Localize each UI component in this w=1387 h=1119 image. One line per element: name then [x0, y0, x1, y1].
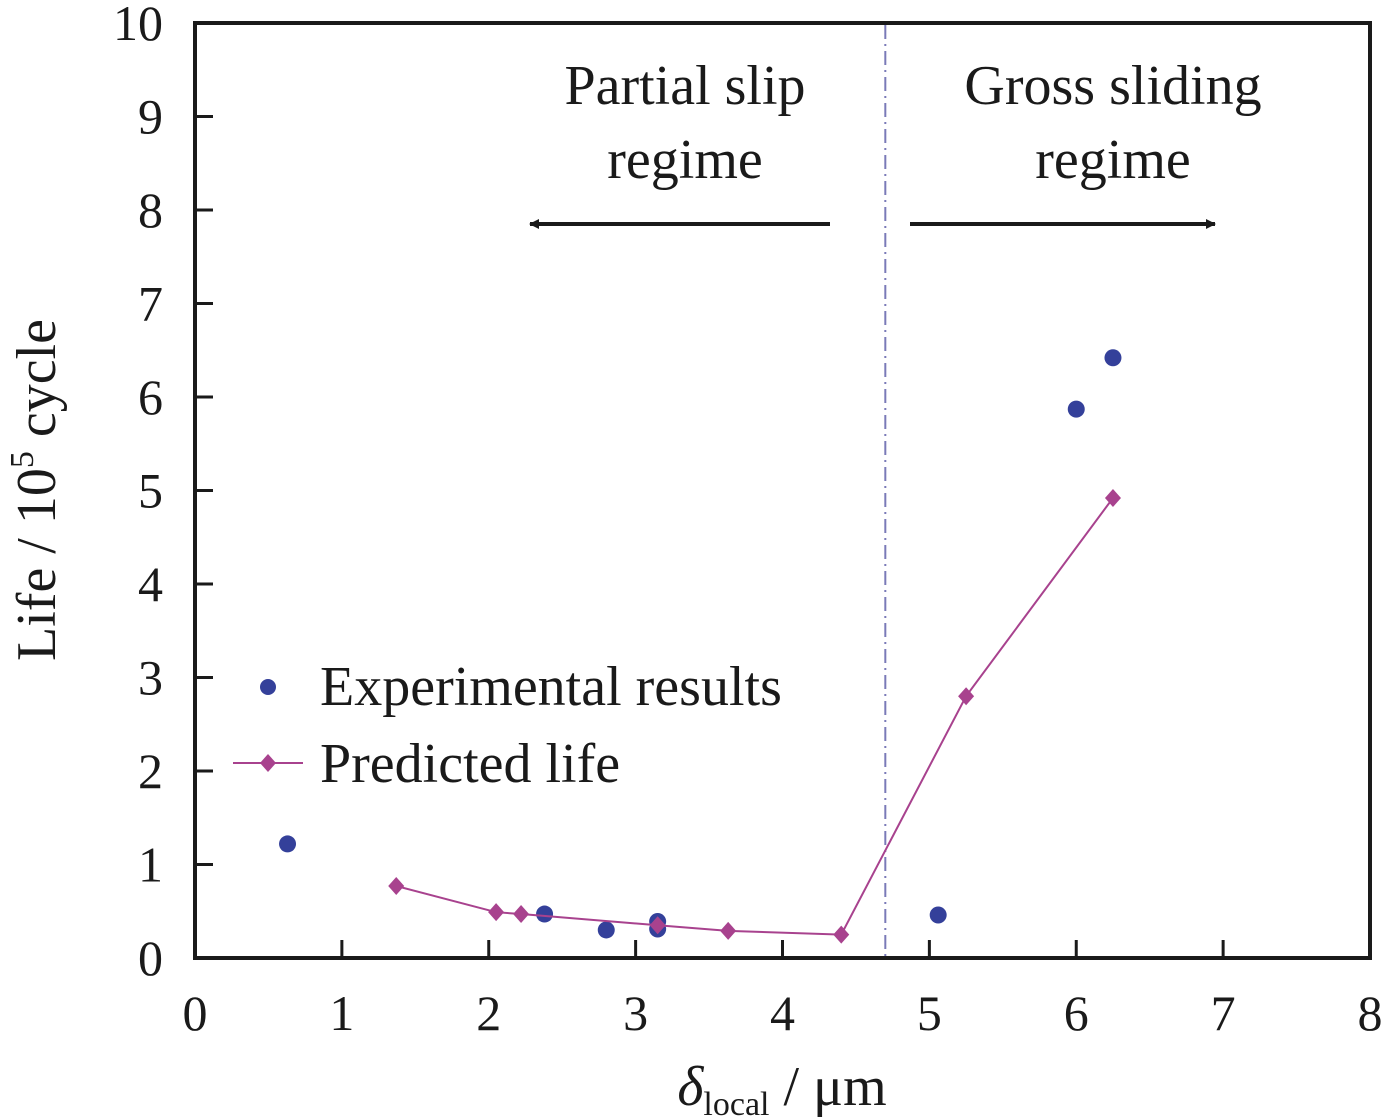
- y-tick-label: 5: [138, 463, 163, 519]
- annotation-partial-slip-line1: Partial slip: [564, 55, 805, 117]
- x-axis-unit: / μm: [769, 1056, 886, 1118]
- y-axis-main: Life / 10: [6, 468, 68, 661]
- experimental-result-point: [597, 921, 615, 939]
- predicted-life-point: [513, 905, 530, 924]
- x-tick-label: 7: [1211, 985, 1236, 1041]
- legend: Experimental results Predicted life: [233, 656, 782, 795]
- y-tick-label: 0: [138, 930, 163, 986]
- x-tick-label: 1: [329, 985, 354, 1041]
- y-tick-label: 7: [138, 276, 163, 332]
- y-tick-label: 2: [138, 743, 163, 799]
- axis-ticks: [193, 21, 1372, 960]
- plot-frame: [193, 21, 1372, 960]
- y-axis-superscript: 5: [4, 451, 41, 468]
- predicted-life-point: [958, 687, 975, 706]
- annotation-partial-slip-line2: regime: [607, 129, 762, 191]
- experimental-result-point: [929, 906, 947, 924]
- y-tick-label: 8: [138, 182, 163, 238]
- legend-predicted-marker: [260, 754, 276, 772]
- x-tick-label: 4: [770, 985, 795, 1041]
- predicted-life-point: [720, 921, 737, 940]
- y-tick-label: 1: [138, 837, 163, 893]
- y-axis-unit: cycle: [6, 319, 68, 451]
- predicted-life-point: [388, 877, 405, 896]
- annotation-gross-sliding-line1: Gross sliding: [964, 55, 1261, 117]
- experimental-result-point: [536, 905, 554, 923]
- y-tick-label: 3: [138, 650, 163, 706]
- legend-experimental-marker: [260, 679, 276, 695]
- x-axis-symbol: δ: [677, 1056, 704, 1118]
- x-tick-label: 2: [476, 985, 501, 1041]
- x-tick-label: 8: [1358, 985, 1383, 1041]
- axis-tick-labels: 0 1 2 3 4 5 6 7 8 0 1 2 3 4 5 6 7 8 9 10: [113, 0, 1383, 1041]
- legend-experimental-label: Experimental results: [320, 656, 782, 718]
- y-tick-label: 9: [138, 89, 163, 145]
- y-tick-label: 4: [138, 556, 163, 612]
- predicted-life-point: [833, 925, 850, 944]
- experimental-result-point: [1104, 349, 1122, 367]
- x-tick-label: 5: [917, 985, 942, 1041]
- predicted-life-point: [1104, 488, 1121, 507]
- experimental-result-point: [279, 835, 297, 853]
- annotation-gross-sliding-line2: regime: [1035, 129, 1190, 191]
- predicted-life-point: [649, 916, 666, 935]
- experimental-result-point: [1067, 400, 1085, 418]
- y-axis-title: Life / 105 cycle: [4, 319, 68, 661]
- x-tick-label: 0: [183, 985, 208, 1041]
- x-tick-label: 3: [623, 985, 648, 1041]
- x-tick-label: 6: [1064, 985, 1089, 1041]
- legend-predicted-label: Predicted life: [320, 733, 620, 795]
- y-tick-label: 10: [113, 0, 163, 51]
- predicted-life-point: [488, 903, 505, 922]
- series-layer: [279, 349, 1122, 944]
- x-axis-title: δlocal / μm: [677, 1056, 886, 1119]
- x-axis-subscript: local: [703, 1086, 769, 1119]
- y-tick-label: 6: [138, 369, 163, 425]
